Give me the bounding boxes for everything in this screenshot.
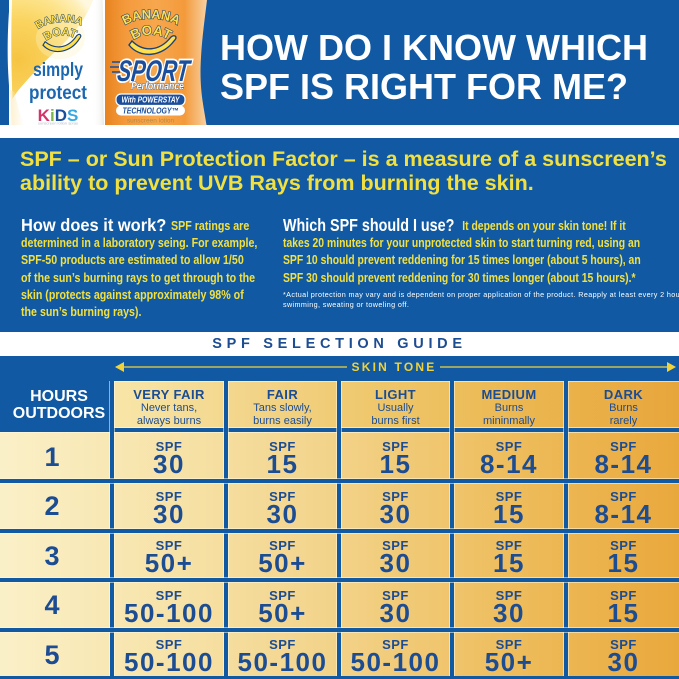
svg-text:sunscreen lotion spray: sunscreen lotion spray	[38, 121, 78, 126]
svg-text:Performance: Performance	[131, 81, 184, 93]
svg-text:TECHNOLOGY™: TECHNOLOGY™	[123, 106, 179, 115]
svg-text:SPORT: SPORT	[116, 55, 193, 88]
svg-text:KiDS: KiDS	[38, 106, 79, 125]
svg-text:protect: protect	[29, 83, 88, 104]
svg-text:simply: simply	[33, 60, 83, 81]
svg-text:With POWERSTAY: With POWERSTAY	[122, 96, 181, 105]
svg-text:sunscreen lotion: sunscreen lotion	[127, 118, 175, 125]
svg-text:SKIN TONE: SKIN TONE	[352, 360, 437, 374]
